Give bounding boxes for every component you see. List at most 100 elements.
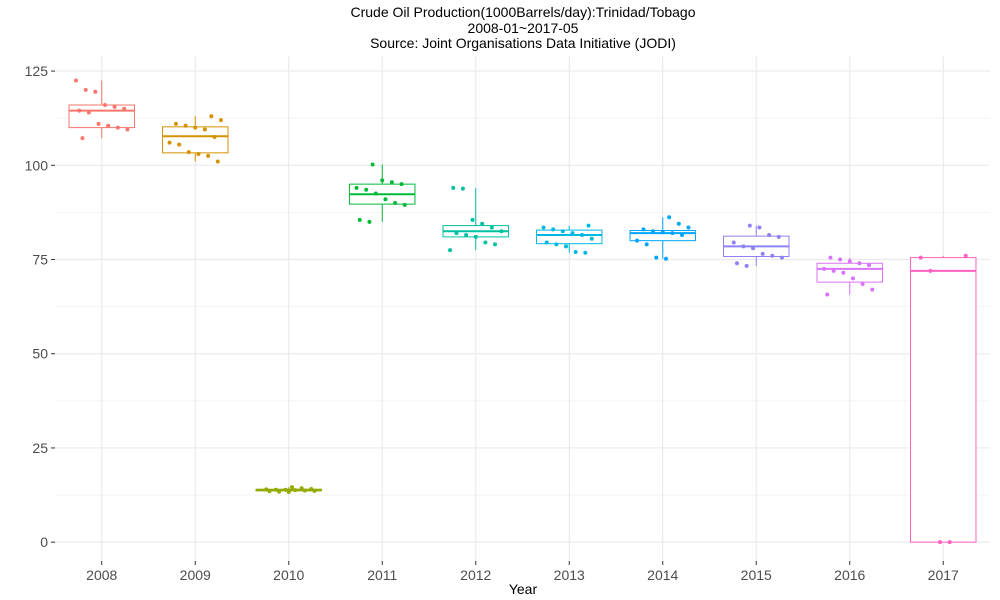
point-2011 — [364, 187, 369, 192]
point-2009 — [177, 142, 182, 147]
point-2008 — [96, 121, 101, 126]
point-2014 — [660, 230, 665, 235]
point-2016 — [831, 268, 836, 273]
point-2009 — [186, 150, 191, 155]
point-2016 — [860, 282, 865, 287]
point-2016 — [847, 259, 852, 264]
x-tick-label: 2017 — [928, 567, 959, 583]
point-2012 — [480, 221, 485, 226]
y-tick-label: 100 — [25, 157, 49, 173]
point-2008 — [83, 87, 88, 92]
point-2017 — [947, 540, 952, 545]
point-2015 — [767, 233, 772, 238]
point-2011 — [380, 178, 385, 183]
point-2008 — [77, 108, 82, 113]
point-2013 — [570, 231, 575, 236]
point-2017 — [918, 255, 923, 260]
point-2016 — [857, 261, 862, 266]
point-2011 — [383, 197, 388, 202]
point-2016 — [850, 276, 855, 281]
point-2014 — [667, 215, 672, 220]
point-2009 — [196, 151, 201, 156]
x-axis-title: Year — [509, 581, 538, 597]
point-2016 — [841, 270, 846, 275]
point-2009 — [193, 125, 198, 130]
point-2008 — [112, 104, 117, 109]
point-2010 — [277, 489, 282, 494]
point-2009 — [212, 135, 217, 140]
point-2008 — [86, 110, 91, 115]
x-tick-label: 2009 — [180, 567, 211, 583]
point-2012 — [464, 233, 469, 238]
point-2012 — [473, 234, 478, 239]
point-2008 — [74, 78, 79, 83]
point-2015 — [751, 246, 756, 251]
point-2012 — [483, 240, 488, 245]
point-2014 — [635, 238, 640, 243]
point-2017 — [938, 540, 943, 545]
box-iqr — [910, 257, 977, 543]
point-2015 — [757, 225, 762, 230]
point-2013 — [573, 249, 578, 254]
point-2013 — [586, 223, 591, 228]
point-2014 — [663, 256, 668, 261]
point-2014 — [641, 227, 646, 232]
point-2014 — [676, 221, 681, 226]
y-tick-label: 75 — [32, 252, 48, 268]
point-2015 — [760, 251, 765, 256]
x-tick-label: 2010 — [273, 567, 304, 583]
point-2009 — [202, 127, 207, 132]
point-2008 — [115, 125, 120, 130]
point-2012 — [489, 225, 494, 230]
point-2015 — [741, 244, 746, 249]
x-tick-label: 2012 — [460, 567, 491, 583]
point-2015 — [776, 234, 781, 239]
box-2015 — [723, 225, 790, 266]
point-2012 — [470, 217, 475, 222]
point-2012 — [451, 185, 456, 190]
point-2015 — [747, 223, 752, 228]
x-tick-label: 2008 — [86, 567, 117, 583]
point-2015 — [770, 253, 775, 258]
y-tick-label: 125 — [25, 63, 49, 79]
point-2012 — [460, 186, 465, 191]
y-tick-label: 25 — [32, 440, 48, 456]
point-2013 — [580, 233, 585, 238]
point-2011 — [354, 185, 359, 190]
point-2014 — [686, 225, 691, 230]
x-tick-label: 2016 — [834, 567, 865, 583]
point-2015 — [744, 263, 749, 268]
point-2015 — [734, 261, 739, 266]
point-2017 — [963, 253, 968, 258]
y-tick-label: 50 — [32, 346, 48, 362]
point-2013 — [551, 227, 556, 232]
point-2010 — [312, 488, 317, 493]
point-2009 — [218, 118, 223, 123]
point-2008 — [80, 136, 85, 141]
box-iqr — [162, 126, 229, 154]
point-2011 — [370, 162, 375, 167]
point-2010 — [283, 487, 288, 492]
point-2010 — [302, 488, 307, 493]
point-2011 — [367, 219, 372, 224]
point-2013 — [589, 236, 594, 241]
gridlines — [55, 56, 990, 561]
x-axis-ticks: 2008 2009 2010 2011 2012 2013 2014 2015 2016 2017 — [86, 561, 959, 583]
point-2016 — [825, 292, 830, 297]
point-2011 — [393, 200, 398, 205]
point-2012 — [454, 231, 459, 236]
point-2011 — [389, 180, 394, 185]
point-2010 — [286, 490, 291, 495]
point-2010 — [273, 487, 278, 492]
point-2011 — [402, 202, 407, 207]
y-axis-ticks: 0 25 50 75 100 125 — [25, 63, 55, 550]
title-line-1: Crude Oil Production(1000Barrels/day):Tr… — [351, 4, 696, 20]
point-2012 — [499, 229, 504, 234]
x-tick-label: 2014 — [647, 567, 678, 583]
point-2010 — [289, 485, 294, 490]
point-2014 — [644, 242, 649, 247]
point-2010 — [267, 489, 272, 494]
point-2009 — [215, 159, 220, 164]
point-2012 — [493, 242, 498, 247]
